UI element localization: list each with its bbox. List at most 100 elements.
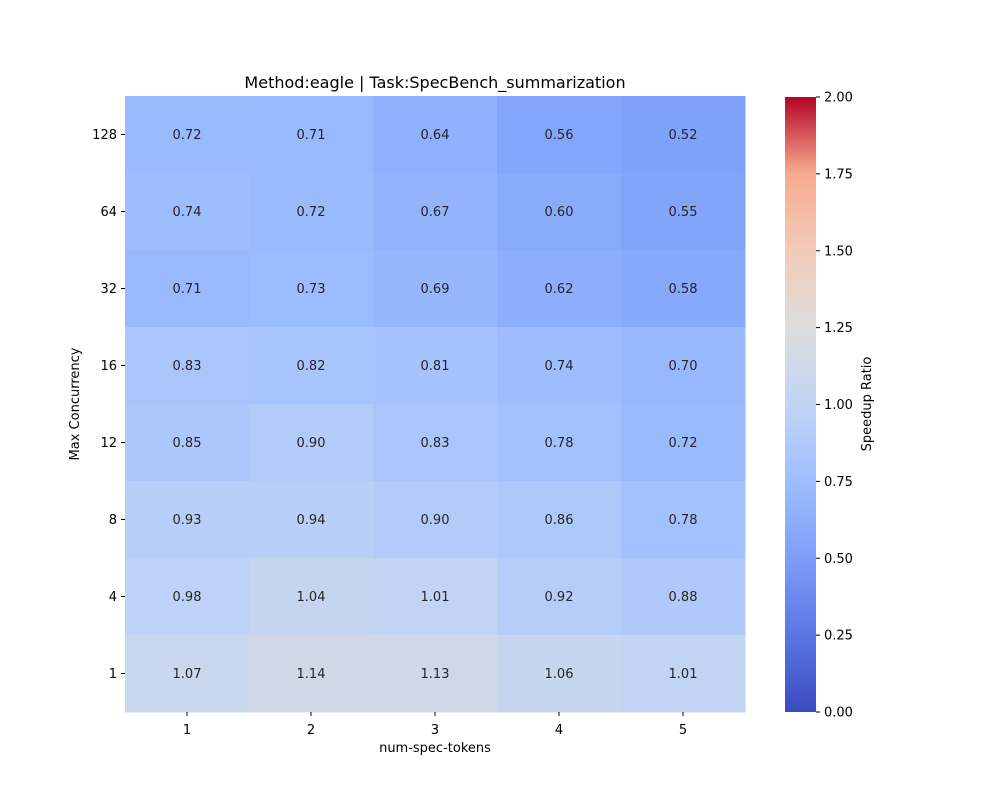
x-tick-label: 5 xyxy=(679,723,687,738)
x-axis-label: num-spec-tokens xyxy=(379,741,491,756)
heatmap-cell xyxy=(621,327,746,405)
colorbar-tick-label: 1.00 xyxy=(824,398,853,413)
heatmap-cell xyxy=(621,635,746,713)
heatmap-cell xyxy=(249,327,374,405)
cell-value-label: 1.04 xyxy=(297,590,326,605)
cell-value-label: 0.90 xyxy=(421,513,450,528)
cell-value-label: 0.60 xyxy=(545,205,574,220)
heatmap-cell xyxy=(497,173,622,251)
heatmap-cell xyxy=(621,173,746,251)
heatmap-cell xyxy=(497,558,622,636)
colorbar-ticks: 0.00 0.25 0.50 0.75 1.00 1.25 1.50 1.75 2.00 xyxy=(816,91,853,721)
heatmap-cell xyxy=(373,96,498,174)
cell-value-label: 0.71 xyxy=(173,282,202,297)
heatmap-cell xyxy=(249,558,374,636)
cell-value-label: 0.78 xyxy=(545,436,574,451)
cell-value-label: 0.69 xyxy=(421,282,450,297)
colorbar-tick-label: 1.25 xyxy=(824,321,853,336)
colorbar xyxy=(785,97,816,712)
cell-value-label: 0.72 xyxy=(297,205,326,220)
y-tick-label: 4 xyxy=(109,590,117,605)
heatmap-cell xyxy=(621,404,746,482)
heatmap-cell xyxy=(249,96,374,174)
cell-value-label: 0.64 xyxy=(421,128,450,143)
cell-value-label: 0.74 xyxy=(173,205,202,220)
colorbar-tick-label: 0.75 xyxy=(824,475,853,490)
heatmap-cell xyxy=(373,250,498,328)
heatmap-cell xyxy=(249,250,374,328)
cell-value-label: 0.94 xyxy=(297,513,326,528)
y-tick-label: 12 xyxy=(100,436,117,451)
cell-value-label: 0.72 xyxy=(669,436,698,451)
cell-value-label: 0.83 xyxy=(421,436,450,451)
colorbar-tick-label: 1.50 xyxy=(824,244,853,259)
colorbar-tick-label: 1.75 xyxy=(824,167,853,182)
heatmap-cell xyxy=(373,327,498,405)
y-axis-label: Max Concurrency xyxy=(68,347,83,460)
cell-value-label: 0.90 xyxy=(297,436,326,451)
heatmap-cell xyxy=(125,635,250,713)
cell-value-label: 1.01 xyxy=(669,667,698,682)
cell-value-label: 0.85 xyxy=(173,436,202,451)
cell-value-label: 1.06 xyxy=(545,667,574,682)
cell-value-label: 0.62 xyxy=(545,282,574,297)
heatmap-cell xyxy=(125,96,250,174)
heatmap-cell xyxy=(373,173,498,251)
heatmap-cell xyxy=(621,558,746,636)
cell-value-label: 0.98 xyxy=(173,590,202,605)
heatmap-cell xyxy=(497,481,622,559)
y-tick-label: 64 xyxy=(100,205,117,220)
heatmap-cell xyxy=(621,250,746,328)
heatmap-cell xyxy=(125,404,250,482)
colorbar-tick-label: 0.25 xyxy=(824,629,853,644)
heatmap-cell xyxy=(373,558,498,636)
x-tick-label: 4 xyxy=(555,723,563,738)
y-tick-label: 32 xyxy=(100,282,117,297)
colorbar-tick-label: 0.50 xyxy=(824,552,853,567)
heatmap-cell xyxy=(497,96,622,174)
x-axis-ticks: 1 2 3 4 5 xyxy=(183,712,687,738)
heatmap-cell xyxy=(497,250,622,328)
cell-value-label: 1.13 xyxy=(421,667,450,682)
y-tick-label: 1 xyxy=(109,667,117,682)
heatmap-cell xyxy=(249,481,374,559)
x-tick-label: 3 xyxy=(431,723,439,738)
heatmap-cell xyxy=(125,173,250,251)
heatmap-cell xyxy=(249,635,374,713)
colorbar-tick-label: 0.00 xyxy=(824,706,853,721)
heatmap-cell xyxy=(621,96,746,174)
cell-value-label: 0.88 xyxy=(669,590,698,605)
cell-value-label: 0.73 xyxy=(297,282,326,297)
colorbar-label: Speedup Ratio xyxy=(860,357,875,452)
cell-value-label: 0.92 xyxy=(545,590,574,605)
cell-value-label: 0.71 xyxy=(297,128,326,143)
cell-value-label: 0.70 xyxy=(669,359,698,374)
cell-value-label: 0.86 xyxy=(545,513,574,528)
cell-value-label: 0.67 xyxy=(421,205,450,220)
cell-value-label: 1.07 xyxy=(173,667,202,682)
heatmap-cell xyxy=(125,250,250,328)
heatmap-cell xyxy=(373,404,498,482)
heatmap-cell xyxy=(125,481,250,559)
cell-value-label: 0.78 xyxy=(669,513,698,528)
cell-value-label: 0.72 xyxy=(173,128,202,143)
cell-value-label: 1.14 xyxy=(297,667,326,682)
cell-value-label: 0.82 xyxy=(297,359,326,374)
colorbar-tick-label: 2.00 xyxy=(824,91,853,106)
heatmap-cell xyxy=(373,635,498,713)
heatmap-cell xyxy=(249,404,374,482)
heatmap-cells: 0.72 0.71 0.64 0.56 0.52 0.74 0.72 0.67 0.60 0.55… xyxy=(125,96,746,713)
y-tick-label: 16 xyxy=(100,359,117,374)
heatmap-cell xyxy=(125,558,250,636)
cell-value-label: 0.52 xyxy=(669,128,698,143)
heatmap-cell xyxy=(497,635,622,713)
cell-value-label: 0.81 xyxy=(421,359,450,374)
heatmap-cell xyxy=(497,327,622,405)
heatmap-cell xyxy=(125,327,250,405)
chart-title: Method:eagle | Task:SpecBench_summarizat… xyxy=(244,73,625,93)
cell-value-label: 0.56 xyxy=(545,128,574,143)
cell-value-label: 0.58 xyxy=(669,282,698,297)
cell-value-label: 0.55 xyxy=(669,205,698,220)
